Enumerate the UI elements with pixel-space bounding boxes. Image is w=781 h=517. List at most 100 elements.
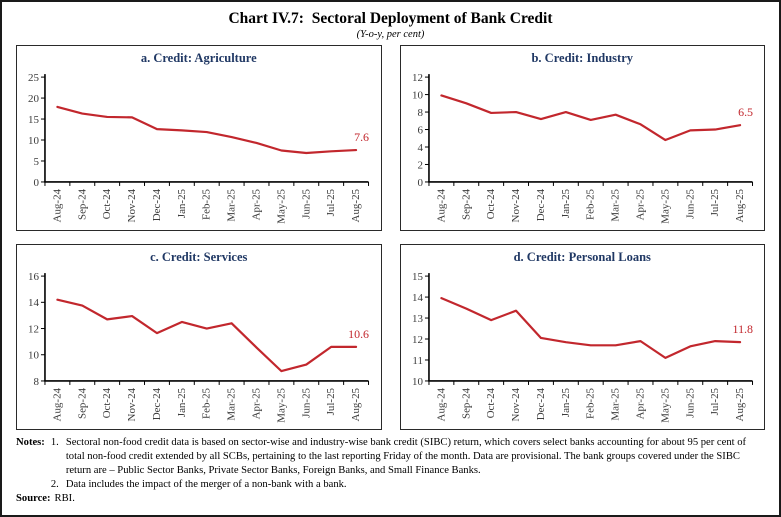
x-tick-label: Mar-25 [609,387,621,420]
y-tick-label: 14 [28,297,39,309]
x-tick-label: May-25 [659,387,671,422]
end-value-label: 7.6 [354,130,369,144]
x-tick-label: Aug-24 [51,188,63,222]
x-tick-label: Jan-25 [559,188,571,218]
y-tick-label: 20 [28,93,39,105]
y-tick-label: 6 [417,124,423,136]
x-tick-label: Sep-24 [76,188,88,220]
x-tick-label: May-25 [659,188,671,223]
y-tick-label: 14 [412,292,423,304]
y-tick-label: 12 [28,323,39,335]
x-tick-label: Apr-25 [634,188,646,220]
source-text: RBI. [54,492,75,504]
x-tick-label: Jan-25 [559,387,571,417]
x-tick-label: Feb-25 [584,188,596,220]
x-tick-label: Feb-25 [201,188,213,220]
y-tick-label: 5 [33,156,39,168]
x-tick-label: Dec-24 [534,387,546,420]
notes-label: Notes: [16,437,45,448]
source-row: Source: RBI. [16,492,765,506]
panel-credit-personal-loans: d. Credit: Personal Loans 10 11 12 13 14 15 Au… [399,244,765,430]
credit-growth-line [439,94,741,142]
figure-subtitle: (Y-o-y, per cent) [356,29,425,40]
x-tick-label: Sep-24 [460,188,472,220]
x-tick-label: Dec-24 [534,188,546,221]
x-tick-label: May-25 [275,188,287,223]
x-tick-label: Nov-24 [126,188,138,222]
note-item-1: 1. Sectoral non-food credit data is base… [51,436,765,478]
chart-canvas-agriculture: 0 5 10 15 20 25 Aug-24 Sep-24 Oct-24 Nov-24 Dec-24… [28,72,369,224]
y-tick-label: 10 [28,135,39,147]
x-tick-label: Apr-25 [251,387,263,419]
x-tick-label: Jan-25 [176,188,188,218]
x-tick-label: Feb-25 [584,387,596,419]
y-tick-label: 10 [412,89,423,101]
y-tick-label: 10 [412,376,423,388]
x-tick-label: Nov-24 [510,188,522,222]
y-tick-label: 8 [33,376,39,388]
y-tick-label: 13 [412,313,423,325]
source-label: Source: [16,492,51,504]
chart-canvas-services: 8 10 12 14 16 Aug-24 Sep-24 Oct-24 Nov-24 Dec-24 J… [28,271,369,423]
panel-credit-agriculture: a. Credit: Agriculture 0 5 10 15 20 25 Aug-24 S… [16,45,382,231]
y-tick-label: 8 [417,107,423,119]
y-tick-label: 15 [28,114,39,126]
x-tick-label: Aug-25 [734,188,746,222]
x-tick-label: Oct-24 [485,188,497,219]
y-tick-label: 25 [28,72,39,84]
credit-growth-line [56,105,358,155]
notes-section: Notes: 1. Sectoral non-food credit data … [16,436,765,506]
x-tick-label: Oct-24 [101,188,113,219]
x-tick-label: Oct-24 [485,387,497,418]
x-tick-label: Jul-25 [325,387,337,415]
y-tick-label: 0 [33,177,39,189]
note-item-2: 2. Data includes the impact of the merge… [51,478,765,492]
x-tick-label: Mar-25 [609,188,621,221]
y-tick-label: 10 [28,350,39,362]
y-tick-label: 4 [417,142,423,154]
y-tick-label: 2 [417,159,422,171]
y-tick-label: 0 [417,177,423,189]
x-tick-label: Sep-24 [460,387,472,419]
panel-title-services: c. Credit: Services [150,250,248,264]
y-tick-label: 15 [412,271,423,283]
figure-title: Chart IV.7: Sectoral Deployment of Bank … [228,10,553,27]
x-tick-label: Jun-25 [300,188,312,218]
x-tick-label: Nov-24 [510,387,522,421]
note-2-number: 2. [50,478,59,490]
panel-title-personal-loans: d. Credit: Personal Loans [513,250,651,264]
chart-canvas-industry: 0 2 4 6 8 10 12 Aug-24 Sep-24 Oct-24 Nov-24 Dec-24 J… [412,72,753,224]
end-value-label: 6.5 [738,105,753,119]
x-tick-label: Jul-25 [325,188,337,216]
x-tick-label: Jan-25 [176,387,188,417]
panel-title-agriculture: a. Credit: Agriculture [140,51,257,65]
end-value-label: 10.6 [348,327,369,341]
y-tick-label: 11 [412,355,423,367]
panel-credit-services: c. Credit: Services 8 10 12 14 16 Aug-24 Sep-2… [16,244,382,430]
end-value-label: 11.8 [732,322,753,336]
x-tick-label: Jun-25 [300,387,312,417]
x-tick-label: Nov-24 [126,387,138,421]
x-tick-label: Dec-24 [151,387,163,420]
x-tick-label: Dec-24 [151,188,163,221]
panel-title-industry: b. Credit: Industry [531,51,634,65]
x-tick-label: Aug-25 [350,188,362,222]
x-tick-label: Sep-24 [76,387,88,419]
notes-list: 1. Sectoral non-food credit data is base… [51,436,765,492]
x-tick-label: Jun-25 [684,387,696,417]
x-tick-label: Apr-25 [634,387,646,419]
credit-growth-line [56,298,358,373]
x-tick-label: Oct-24 [101,387,113,418]
note-1-number: 1. [50,437,59,448]
chart-canvas-personal-loans: 10 11 12 13 14 15 Aug-24 Sep-24 Oct-24 Nov-24 Dec-… [412,271,753,423]
x-tick-label: Mar-25 [226,387,238,420]
note-1-text: Sectoral non-food credit data is based o… [65,437,747,476]
x-tick-label: May-25 [275,387,287,422]
x-tick-label: Aug-25 [350,387,362,421]
x-tick-label: Aug-25 [734,387,746,421]
x-tick-label: Feb-25 [201,387,213,419]
x-tick-label: Aug-24 [51,387,63,421]
x-tick-label: Aug-24 [435,188,447,222]
x-tick-label: Jul-25 [709,387,721,415]
